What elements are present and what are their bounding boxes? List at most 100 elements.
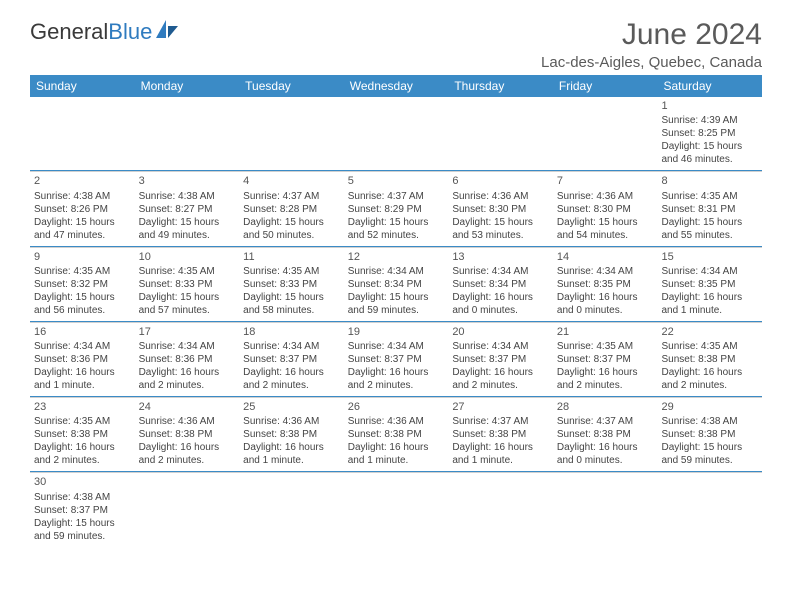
- empty-cell: [135, 97, 240, 170]
- day-info-line: and 52 minutes.: [348, 229, 445, 242]
- location-text: Lac-des-Aigles, Quebec, Canada: [541, 54, 762, 71]
- day-info-line: Sunrise: 4:36 AM: [348, 415, 445, 428]
- day-cell: 5Sunrise: 4:37 AMSunset: 8:29 PMDaylight…: [344, 171, 449, 245]
- day-info-line: and 47 minutes.: [34, 229, 131, 242]
- day-info-line: Sunrise: 4:34 AM: [452, 340, 549, 353]
- day-number: 16: [34, 325, 131, 339]
- empty-cell: [344, 97, 449, 170]
- day-header-row: Sunday Monday Tuesday Wednesday Thursday…: [30, 75, 762, 97]
- empty-cell: [30, 97, 135, 170]
- day-number: 23: [34, 400, 131, 414]
- day-info-line: and 1 minute.: [348, 454, 445, 467]
- day-cell: 28Sunrise: 4:37 AMSunset: 8:38 PMDayligh…: [553, 397, 658, 471]
- day-info-line: Sunrise: 4:37 AM: [452, 415, 549, 428]
- empty-cell: [239, 97, 344, 170]
- day-info-line: and 0 minutes.: [452, 304, 549, 317]
- day-info-line: Sunset: 8:37 PM: [348, 353, 445, 366]
- calendar-week: 16Sunrise: 4:34 AMSunset: 8:36 PMDayligh…: [30, 322, 762, 397]
- day-cell: 7Sunrise: 4:36 AMSunset: 8:30 PMDaylight…: [553, 171, 658, 245]
- day-cell: 12Sunrise: 4:34 AMSunset: 8:34 PMDayligh…: [344, 247, 449, 321]
- day-info-line: Sunrise: 4:38 AM: [34, 491, 131, 504]
- month-title: June 2024: [541, 18, 762, 52]
- day-info-line: Sunrise: 4:38 AM: [661, 415, 758, 428]
- day-info-line: Daylight: 15 hours: [34, 291, 131, 304]
- day-cell: 3Sunrise: 4:38 AMSunset: 8:27 PMDaylight…: [135, 171, 240, 245]
- day-info-line: Daylight: 16 hours: [348, 366, 445, 379]
- dayheader-sun: Sunday: [30, 75, 135, 97]
- day-info-line: and 0 minutes.: [557, 454, 654, 467]
- day-info-line: Daylight: 15 hours: [661, 441, 758, 454]
- day-cell: 23Sunrise: 4:35 AMSunset: 8:38 PMDayligh…: [30, 397, 135, 471]
- day-cell: 2Sunrise: 4:38 AMSunset: 8:26 PMDaylight…: [30, 171, 135, 245]
- day-info-line: and 2 minutes.: [139, 454, 236, 467]
- day-number: 26: [348, 400, 445, 414]
- day-info-line: and 54 minutes.: [557, 229, 654, 242]
- day-info-line: Sunset: 8:38 PM: [34, 428, 131, 441]
- day-info-line: Sunset: 8:34 PM: [348, 278, 445, 291]
- day-info-line: Sunset: 8:37 PM: [34, 504, 131, 517]
- day-info-line: Daylight: 15 hours: [34, 216, 131, 229]
- day-info-line: Sunrise: 4:36 AM: [243, 415, 340, 428]
- day-info-line: and 46 minutes.: [661, 153, 758, 166]
- day-info-line: Sunrise: 4:35 AM: [34, 265, 131, 278]
- day-number: 8: [661, 174, 758, 188]
- empty-cell: [553, 97, 658, 170]
- logo-word2: Blue: [108, 19, 152, 45]
- dayheader-fri: Friday: [553, 75, 658, 97]
- logo: GeneralBlue: [30, 18, 180, 46]
- day-info-line: and 2 minutes.: [34, 454, 131, 467]
- day-info-line: Sunset: 8:26 PM: [34, 203, 131, 216]
- day-info-line: Daylight: 15 hours: [557, 216, 654, 229]
- calendar-body: 1Sunrise: 4:39 AMSunset: 8:25 PMDaylight…: [30, 97, 762, 547]
- day-info-line: Daylight: 16 hours: [34, 366, 131, 379]
- day-number: 2: [34, 174, 131, 188]
- day-info-line: and 2 minutes.: [243, 379, 340, 392]
- day-number: 1: [661, 99, 758, 113]
- day-info-line: Sunrise: 4:37 AM: [557, 415, 654, 428]
- day-info-line: Sunrise: 4:35 AM: [661, 340, 758, 353]
- day-info-line: and 2 minutes.: [348, 379, 445, 392]
- day-info-line: and 57 minutes.: [139, 304, 236, 317]
- dayheader-sat: Saturday: [657, 75, 762, 97]
- dayheader-tue: Tuesday: [239, 75, 344, 97]
- day-info-line: Sunrise: 4:35 AM: [243, 265, 340, 278]
- day-info-line: Daylight: 16 hours: [348, 441, 445, 454]
- day-info-line: Sunset: 8:36 PM: [34, 353, 131, 366]
- day-info-line: and 1 minute.: [243, 454, 340, 467]
- day-info-line: Daylight: 15 hours: [661, 216, 758, 229]
- day-number: 7: [557, 174, 654, 188]
- day-cell: 8Sunrise: 4:35 AMSunset: 8:31 PMDaylight…: [657, 171, 762, 245]
- day-number: 19: [348, 325, 445, 339]
- day-number: 5: [348, 174, 445, 188]
- day-number: 29: [661, 400, 758, 414]
- day-info-line: Sunrise: 4:34 AM: [348, 340, 445, 353]
- title-block: June 2024 Lac-des-Aigles, Quebec, Canada: [541, 18, 762, 71]
- day-info-line: Sunset: 8:34 PM: [452, 278, 549, 291]
- day-info-line: Sunrise: 4:36 AM: [139, 415, 236, 428]
- day-info-line: Sunset: 8:38 PM: [661, 428, 758, 441]
- day-info-line: and 59 minutes.: [34, 530, 131, 543]
- day-cell: 17Sunrise: 4:34 AMSunset: 8:36 PMDayligh…: [135, 322, 240, 396]
- day-number: 24: [139, 400, 236, 414]
- day-info-line: Sunset: 8:33 PM: [243, 278, 340, 291]
- day-info-line: Daylight: 16 hours: [452, 366, 549, 379]
- day-info-line: Daylight: 16 hours: [452, 441, 549, 454]
- day-cell: 9Sunrise: 4:35 AMSunset: 8:32 PMDaylight…: [30, 247, 135, 321]
- day-info-line: Sunset: 8:27 PM: [139, 203, 236, 216]
- day-info-line: Sunset: 8:29 PM: [348, 203, 445, 216]
- day-info-line: Sunrise: 4:34 AM: [243, 340, 340, 353]
- day-info-line: Sunrise: 4:37 AM: [243, 190, 340, 203]
- calendar-page: GeneralBlue June 2024 Lac-des-Aigles, Qu…: [0, 0, 792, 565]
- day-info-line: Sunset: 8:38 PM: [243, 428, 340, 441]
- logo-word1: General: [30, 19, 108, 45]
- day-info-line: Sunrise: 4:35 AM: [34, 415, 131, 428]
- day-info-line: Sunset: 8:30 PM: [557, 203, 654, 216]
- day-cell: 16Sunrise: 4:34 AMSunset: 8:36 PMDayligh…: [30, 322, 135, 396]
- day-info-line: Daylight: 16 hours: [139, 366, 236, 379]
- day-info-line: Daylight: 15 hours: [348, 291, 445, 304]
- day-cell: 20Sunrise: 4:34 AMSunset: 8:37 PMDayligh…: [448, 322, 553, 396]
- day-info-line: and 2 minutes.: [661, 379, 758, 392]
- day-info-line: and 56 minutes.: [34, 304, 131, 317]
- empty-cell: [553, 472, 658, 546]
- day-info-line: Daylight: 15 hours: [139, 291, 236, 304]
